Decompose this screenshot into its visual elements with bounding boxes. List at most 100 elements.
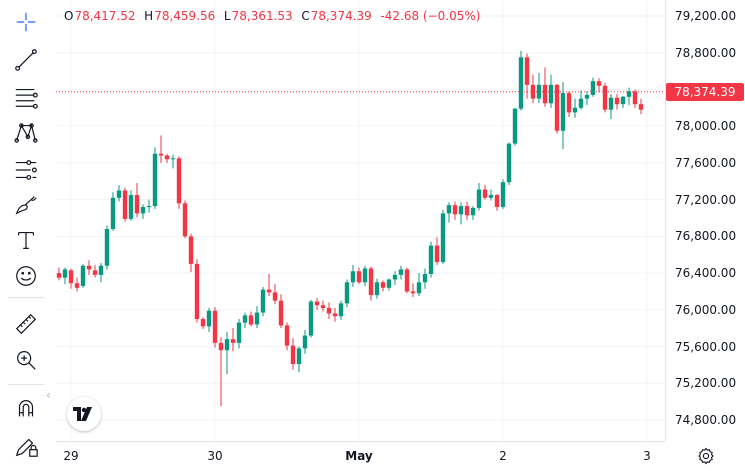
price-tick-label: 76,400.00 [675,266,737,281]
candle-body [266,289,272,293]
candle-body [518,57,524,109]
ohlc-legend: O78,417.52 H78,459.56 L78,361.53 C78,374… [64,9,481,23]
candle-body [326,307,332,314]
candle-body [128,195,134,219]
toolbar-divider [8,384,44,385]
candle-body [230,339,236,343]
candle-body [176,158,182,204]
magnet-icon[interactable] [8,393,44,425]
candle-body [548,84,554,104]
candle-body [146,206,152,208]
lock-edit-icon[interactable] [8,430,44,462]
candle-body [242,315,248,323]
candle-body [554,84,560,131]
candle-body [578,98,584,108]
price-tick-label: 79,200.00 [675,9,737,23]
candle-body [110,197,116,230]
candle-body [170,158,176,160]
fib-retracement-icon[interactable] [8,81,44,113]
toolbar-collapse-handle[interactable]: ‹ [46,388,51,402]
time-tick-label: 2 [499,449,507,463]
candle-body [344,282,350,304]
open-value: 78,417.52 [74,9,136,23]
candle-body [104,229,110,266]
candle-body [134,195,140,214]
price-tick-label: 77,600.00 [675,155,737,170]
price-tick-label: 77,200.00 [675,192,737,207]
candle-body [98,265,104,275]
candle-body [542,84,548,104]
candle-body [446,205,452,214]
price-tick-label: 78,800.00 [675,45,737,60]
candle-body [80,265,86,286]
text-icon[interactable] [8,224,44,256]
candle-body [158,153,164,156]
candle-body [602,85,608,110]
candle-body [218,342,224,351]
candle-body [362,268,368,283]
candle-body [590,81,596,95]
candle-body [164,155,170,160]
candle-body [452,205,458,215]
candle-body [470,207,476,216]
candle-body [398,269,404,275]
drawing-toolbar [0,0,52,470]
candle-body [380,282,386,288]
candle-body [530,84,536,99]
pattern-icon[interactable] [8,117,44,149]
candle-body [86,265,92,270]
candle-body [494,195,500,207]
candle-body [182,203,188,237]
time-tick-label: 30 [207,449,223,463]
candle-body [272,292,278,301]
candle-body [482,189,488,198]
ruler-icon[interactable] [8,308,44,340]
high-key: H [144,9,154,23]
candle-body [434,245,440,263]
candle-body [404,269,410,292]
open-key: O [64,9,74,23]
candle-body [476,189,482,208]
candle-body [200,319,206,327]
candle-body [248,315,254,325]
candle-body [392,274,398,280]
candle-body [428,245,434,275]
candle-body [584,94,590,99]
price-tick-label: 76,800.00 [675,229,737,244]
zoom-in-icon[interactable] [8,344,44,376]
high-value: 78,459.56 [154,9,216,23]
candle-body [638,104,644,110]
trend-line-icon[interactable] [8,44,44,76]
gear-icon[interactable] [697,447,715,465]
candle-body [410,291,416,294]
candle-body [416,282,422,294]
candle-body [572,107,578,113]
candle-body [62,269,68,278]
emoji-icon[interactable] [8,260,44,292]
candlestick-chart[interactable] [56,0,665,441]
last-price-label: 78,374.39 [666,82,744,101]
candle-body [608,97,614,110]
candle-body [206,310,212,327]
candle-body [122,190,128,219]
time-tick-label: May [345,449,373,463]
time-axis[interactable]: 29 30 May 2 3 [56,441,665,471]
candle-body [296,348,302,364]
candle-body [56,273,62,278]
candle-body [236,322,242,343]
price-axis[interactable]: 79,200.0078,800.0078,400.0078,000.0077,6… [665,0,745,441]
candle-body [140,206,146,214]
candle-body [320,305,326,308]
price-tick-label: 75,600.00 [675,339,737,354]
candle-body [620,96,626,105]
candle-body [212,310,218,343]
time-tick-label: 3 [643,449,651,463]
candle-body [278,300,284,326]
prediction-icon[interactable] [8,154,44,186]
crosshair-icon[interactable] [8,6,44,38]
candle-body [260,289,266,313]
change-value: -42.68 (−0.05%) [380,9,481,23]
tradingview-logo[interactable] [67,397,101,431]
candle-body [92,270,98,275]
brush-icon[interactable] [8,190,44,222]
